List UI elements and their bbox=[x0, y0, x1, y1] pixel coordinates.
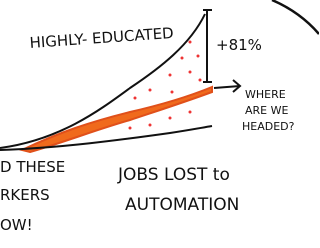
left-label: D THESE bbox=[0, 158, 65, 176]
question-label: HEADED? bbox=[242, 120, 295, 133]
percent-label: +81% bbox=[216, 36, 262, 54]
left-label: RKERS bbox=[0, 186, 50, 204]
question-label: WHERE bbox=[245, 88, 286, 101]
left-label: OW! bbox=[0, 216, 33, 234]
question-label: ARE WE bbox=[245, 104, 288, 117]
jobs-label: AUTOMATION bbox=[125, 195, 239, 215]
jobs-label: JOBS LOST to bbox=[117, 165, 230, 185]
sketch: HIGHLY- EDUCATED +81% WHERE ARE WE HEADE… bbox=[0, 0, 319, 248]
